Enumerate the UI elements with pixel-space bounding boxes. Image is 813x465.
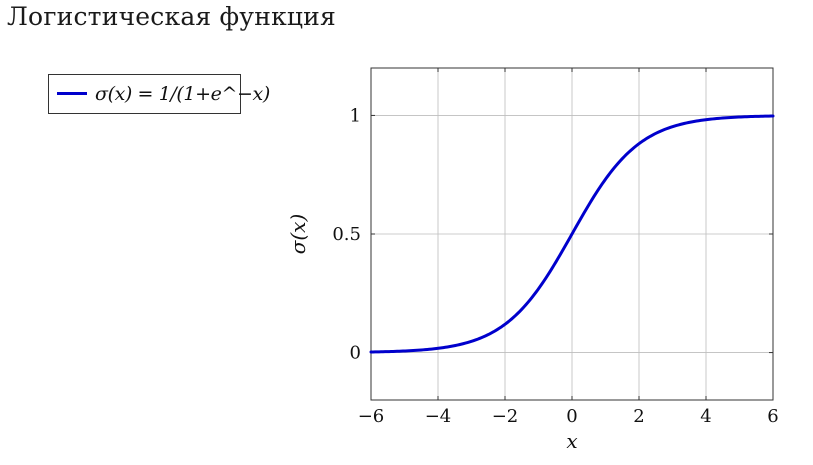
page-title: Логистическая функция [7,2,337,31]
x-tick-label: 6 [767,406,778,427]
axis-ticks: −6 −4 −2 0 2 4 6 0 0.5 1 [332,68,779,427]
x-axis-label: x [566,429,577,453]
x-tick-label: −2 [492,406,519,427]
x-tick-label: 2 [633,406,644,427]
x-tick-label: 0 [566,406,577,427]
x-tick-label: −4 [425,406,452,427]
series-layer [369,114,775,354]
series-line [369,114,775,354]
chart-legend: σ(x) = 1/(1+e^−x) [48,74,270,114]
y-tick-label: 0 [350,343,361,364]
legend-swatch [57,92,87,95]
y-axis-label: σ(x) [286,214,310,255]
x-tick-label: −6 [358,406,385,427]
x-tick-label: 4 [700,406,711,427]
y-tick-label: 0.5 [332,224,361,245]
legend-label: σ(x) = 1/(1+e^−x) [95,83,270,105]
y-tick-label: 1 [350,105,361,126]
